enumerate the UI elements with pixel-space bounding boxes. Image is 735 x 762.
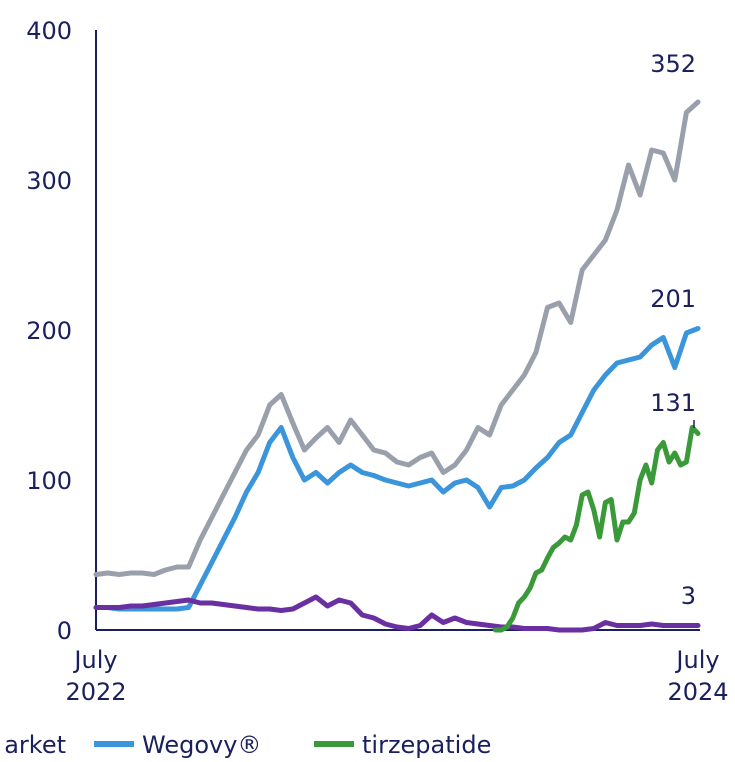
end-value-label: 352 [650, 50, 696, 78]
legend-label: Wegovy® [142, 731, 261, 759]
end-value-label: 201 [650, 285, 696, 313]
series-line [93, 594, 701, 633]
y-tick-label: 100 [26, 467, 72, 495]
y-tick-label: 300 [26, 167, 72, 195]
end-labels: 352 201 131 3 [650, 50, 696, 610]
end-value-label: 131 [650, 389, 696, 417]
y-tick-label: 200 [26, 317, 72, 345]
series-line [93, 99, 701, 577]
end-value-label: 3 [681, 582, 696, 610]
series-line [93, 326, 701, 612]
legend-label: tirzepatide [362, 731, 491, 759]
y-tick-label: 0 [57, 617, 72, 645]
axes [95, 30, 700, 631]
x-tick-label: July 2024 [667, 646, 728, 706]
x-tick-labels: July 2022 July 2024 [65, 646, 728, 706]
legend: arket Wegovy® tirzepatide [4, 731, 491, 759]
series-line [492, 425, 701, 633]
y-tick-label: 400 [26, 17, 72, 45]
y-tick-labels: 0 100 200 300 400 [26, 17, 72, 645]
series-lines [93, 99, 701, 633]
legend-label: arket [4, 731, 66, 759]
x-tick-label: July 2022 [65, 646, 126, 706]
